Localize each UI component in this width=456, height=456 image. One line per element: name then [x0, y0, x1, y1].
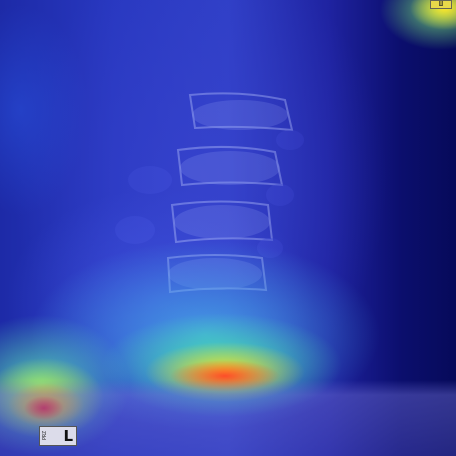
corner-marker: Ш [430, 0, 452, 9]
side-marker: PRZ L [39, 426, 77, 446]
side-marker-letter: L [63, 427, 73, 445]
side-marker-code: PRZ [42, 431, 48, 441]
